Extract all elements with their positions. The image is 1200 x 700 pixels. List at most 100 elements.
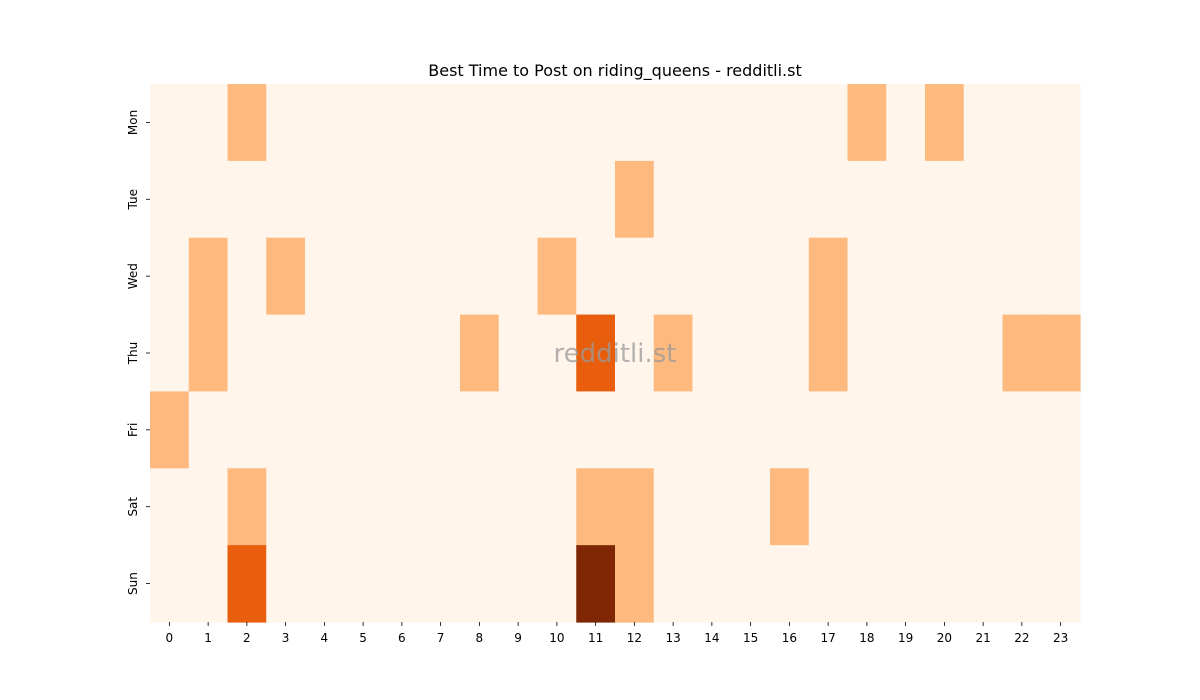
heatmap-cell-fri-13 <box>653 391 694 469</box>
y-tick-label: Fri <box>126 423 140 437</box>
heatmap-cell-sat-15 <box>731 468 771 546</box>
heatmap-cells <box>150 84 1081 623</box>
heatmap-cell-mon-1 <box>188 84 229 162</box>
heatmap-cell-tue-6 <box>382 160 422 239</box>
heatmap-cell-thu-20 <box>925 314 965 393</box>
heatmap-cell-fri-1 <box>188 391 229 469</box>
heatmap-cell-mon-8 <box>460 84 500 162</box>
heatmap-cell-mon-7 <box>421 84 461 162</box>
x-tick-label: 18 <box>859 631 874 645</box>
heatmap-cell-mon-6 <box>382 84 422 162</box>
heatmap-cell-sun-23 <box>1041 545 1081 623</box>
heatmap-cell-fri-0 <box>150 391 190 469</box>
heatmap-cell-mon-3 <box>266 84 306 162</box>
heatmap-cell-sat-3 <box>266 468 306 546</box>
heatmap-cell-fri-11 <box>576 391 616 469</box>
heatmap-cell-sat-12 <box>615 468 655 546</box>
heatmap-cell-sat-23 <box>1041 468 1081 546</box>
heatmap-cell-mon-10 <box>537 84 577 162</box>
x-tick-label: 21 <box>975 631 990 645</box>
heatmap-cell-mon-14 <box>692 84 732 162</box>
heatmap-cell-mon-13 <box>653 84 694 162</box>
heatmap-cell-sat-19 <box>886 468 926 546</box>
x-tick-label: 17 <box>820 631 835 645</box>
heatmap-cell-sat-6 <box>382 468 422 546</box>
heatmap-cell-mon-17 <box>808 84 849 162</box>
heatmap-cell-sat-18 <box>847 468 887 546</box>
heatmap-cell-thu-10 <box>537 314 577 393</box>
heatmap-cell-fri-18 <box>847 391 887 469</box>
heatmap-cell-sun-0 <box>150 545 190 623</box>
heatmap-cell-wed-12 <box>615 237 655 316</box>
heatmap-cell-thu-15 <box>731 314 771 393</box>
heatmap-cell-thu-22 <box>1002 314 1042 393</box>
x-tick-label: 3 <box>282 631 290 645</box>
heatmap-cell-thu-0 <box>150 314 190 393</box>
heatmap-cell-sat-9 <box>498 468 539 546</box>
heatmap-cell-fri-22 <box>1002 391 1042 469</box>
heatmap-cell-sat-2 <box>227 468 267 546</box>
x-tick-label: 4 <box>321 631 329 645</box>
heatmap-cell-sun-21 <box>963 545 1004 623</box>
heatmap-cell-wed-19 <box>886 237 926 316</box>
y-tick-label: Tue <box>126 189 140 211</box>
heatmap-cell-sun-16 <box>770 545 810 623</box>
heatmap-cell-sat-11 <box>576 468 616 546</box>
heatmap-cell-sun-19 <box>886 545 926 623</box>
heatmap-cell-sun-18 <box>847 545 887 623</box>
heatmap-cell-wed-15 <box>731 237 771 316</box>
heatmap-cell-fri-17 <box>808 391 849 469</box>
heatmap-cell-tue-8 <box>460 160 500 239</box>
heatmap-cell-thu-9 <box>498 314 539 393</box>
x-tick-label: 5 <box>359 631 367 645</box>
heatmap-cell-tue-12 <box>615 160 655 239</box>
heatmap-cell-sat-21 <box>963 468 1004 546</box>
heatmap-cell-sat-7 <box>421 468 461 546</box>
heatmap-cell-sat-4 <box>305 468 345 546</box>
heatmap-cell-fri-2 <box>227 391 267 469</box>
heatmap-cell-sun-22 <box>1002 545 1042 623</box>
x-tick-label: 19 <box>898 631 913 645</box>
heatmap-cell-fri-19 <box>886 391 926 469</box>
heatmap-cell-mon-22 <box>1002 84 1042 162</box>
heatmap-cell-mon-21 <box>963 84 1004 162</box>
heatmap-cell-sat-1 <box>188 468 229 546</box>
heatmap-cell-thu-17 <box>808 314 849 393</box>
heatmap-cell-fri-8 <box>460 391 500 469</box>
y-tick-label: Mon <box>126 110 140 135</box>
x-tick-label: 12 <box>627 631 642 645</box>
heatmap-cell-tue-20 <box>925 160 965 239</box>
heatmap-cell-mon-4 <box>305 84 345 162</box>
heatmap-cell-sun-4 <box>305 545 345 623</box>
heatmap-cell-mon-20 <box>925 84 965 162</box>
x-tick-label: 15 <box>743 631 758 645</box>
heatmap-cell-thu-12 <box>615 314 655 393</box>
heatmap-cell-sun-17 <box>808 545 849 623</box>
heatmap-cell-wed-11 <box>576 237 616 316</box>
x-tick-label: 9 <box>514 631 522 645</box>
heatmap-cell-tue-18 <box>847 160 887 239</box>
y-axis: Mon Tue Wed Thu Fri Sat Sun <box>126 110 150 595</box>
heatmap-cell-wed-3 <box>266 237 306 316</box>
heatmap-cell-fri-10 <box>537 391 577 469</box>
x-tick-label: 22 <box>1014 631 1029 645</box>
heatmap-cell-sun-9 <box>498 545 539 623</box>
heatmap-cell-tue-19 <box>886 160 926 239</box>
heatmap-cell-sun-15 <box>731 545 771 623</box>
heatmap-cell-wed-8 <box>460 237 500 316</box>
heatmap-cell-mon-9 <box>498 84 539 162</box>
heatmap-cell-mon-23 <box>1041 84 1081 162</box>
heatmap-cell-tue-4 <box>305 160 345 239</box>
heatmap-cell-sat-22 <box>1002 468 1042 546</box>
heatmap-cell-tue-2 <box>227 160 267 239</box>
heatmap-cell-wed-14 <box>692 237 732 316</box>
heatmap-cell-wed-2 <box>227 237 267 316</box>
heatmap-cell-fri-6 <box>382 391 422 469</box>
heatmap-cell-sat-20 <box>925 468 965 546</box>
heatmap-cell-fri-3 <box>266 391 306 469</box>
heatmap-cell-tue-17 <box>808 160 849 239</box>
heatmap-cell-sun-7 <box>421 545 461 623</box>
x-tick-label: 13 <box>665 631 680 645</box>
watermark-text: redditli.st <box>554 339 677 369</box>
x-tick-label: 8 <box>476 631 484 645</box>
